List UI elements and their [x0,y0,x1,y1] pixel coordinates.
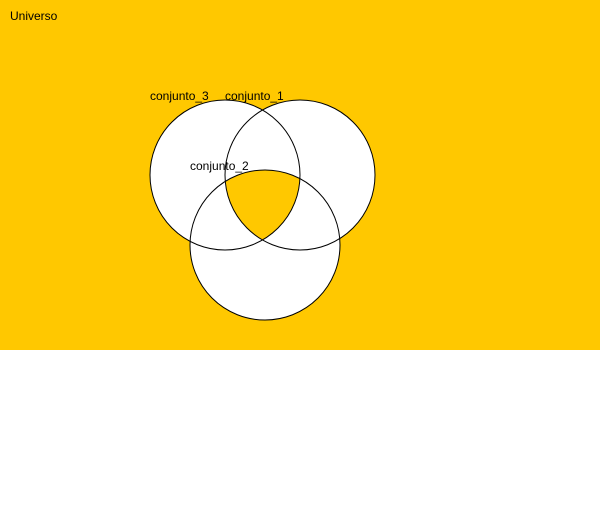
set-2-region [190,170,340,320]
set-2-label: conjunto_2 [190,159,249,173]
set-outlines [149,99,376,321]
universe-label: Universo [10,9,58,23]
set-1-label: conjunto_1 [225,89,284,103]
set-3-label: conjunto_3 [150,89,209,103]
set-1-outline [224,99,376,251]
set-3-outline [149,99,301,251]
set-2-outline [189,169,341,321]
